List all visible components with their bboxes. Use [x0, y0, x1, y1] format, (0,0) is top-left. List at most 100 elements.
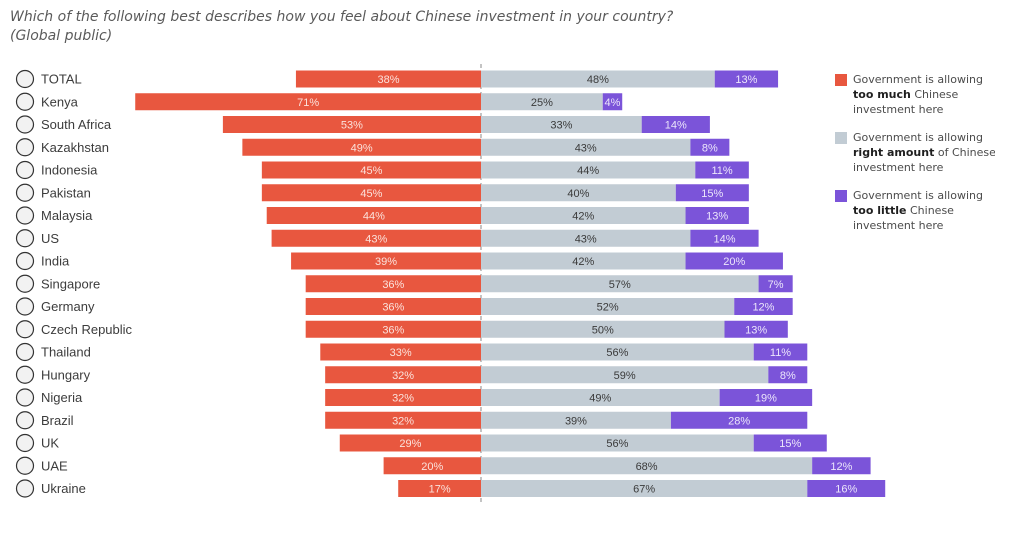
- category-label-ukraine: Ukraine: [41, 481, 86, 496]
- flag-icon-us: [15, 229, 35, 248]
- data-label-right-amount-nigeria: 49%: [589, 393, 611, 405]
- bar-too-little-kenya: [602, 93, 623, 111]
- category-label-kenya: Kenya: [41, 94, 79, 109]
- bar-too-much-singapore: [305, 275, 481, 293]
- bar-too-little-malaysia: [685, 207, 749, 224]
- bar-too-much-indonesia: [261, 161, 481, 179]
- category-label-brazil: Brazil: [41, 413, 74, 428]
- data-label-right-amount-kenya: 25%: [531, 97, 553, 109]
- bar-too-much-kenya: [135, 93, 482, 111]
- bar-too-much-pakistan: [261, 184, 481, 202]
- data-label-too-little-uk: 15%: [779, 438, 801, 450]
- data-label-too-little-czech-republic: 13%: [745, 324, 767, 336]
- bar-too-much-india: [291, 252, 481, 270]
- data-label-right-amount-germany: 52%: [597, 302, 619, 314]
- flag-icon-pakistan: [15, 183, 35, 202]
- data-label-right-amount-brazil: 39%: [565, 415, 587, 427]
- bar-right-amount-uae: [481, 457, 813, 475]
- bar-right-amount-czech-republic: [481, 320, 725, 338]
- legend-swatch-right-amount: [835, 132, 847, 144]
- category-label-singapore: Singapore: [41, 276, 100, 291]
- data-label-too-little-thailand: 11%: [770, 347, 791, 359]
- data-label-too-much-pakistan: 45%: [360, 188, 382, 200]
- data-label-too-little-nigeria: 19%: [755, 393, 777, 405]
- bar-too-much-hungary: [325, 366, 481, 384]
- data-label-too-much-ukraine: 17%: [429, 484, 451, 496]
- data-label-too-much-uk: 29%: [399, 438, 421, 450]
- bar-right-amount-us: [481, 229, 691, 247]
- legend-swatch-too-little: [835, 190, 847, 202]
- category-label-nigeria: Nigeria: [41, 390, 83, 405]
- bar-right-amount-germany: [481, 298, 735, 315]
- data-label-right-amount-total: 48%: [587, 74, 609, 86]
- data-label-too-little-brazil: 28%: [728, 415, 750, 427]
- bar-too-little-nigeria: [719, 389, 813, 406]
- data-label-right-amount-singapore: 57%: [609, 279, 631, 291]
- bar-too-much-ukraine: [398, 480, 481, 497]
- bar-too-little-pakistan: [675, 184, 749, 202]
- flag-icon-india: [15, 251, 35, 271]
- data-label-too-little-uae: 12%: [830, 461, 852, 473]
- data-label-right-amount-czech-republic: 50%: [592, 324, 614, 336]
- bar-too-much-thailand: [320, 343, 481, 361]
- flag-icon-uk: [15, 433, 35, 453]
- data-label-too-much-germany: 36%: [382, 302, 404, 314]
- bar-too-much-czech-republic: [305, 320, 481, 338]
- data-label-too-much-kenya: 71%: [297, 97, 319, 109]
- data-label-right-amount-malaysia: 42%: [572, 211, 594, 223]
- bar-too-little-germany: [734, 298, 793, 315]
- data-label-right-amount-ukraine: 67%: [633, 484, 655, 496]
- data-label-too-much-nigeria: 32%: [392, 393, 414, 405]
- data-label-too-much-brazil: 32%: [392, 415, 414, 427]
- data-label-right-amount-south-africa: 33%: [550, 120, 572, 132]
- bar-too-little-india: [685, 252, 783, 270]
- data-label-too-much-malaysia: 44%: [363, 211, 385, 223]
- flag-icon-south-africa: [15, 115, 35, 134]
- title-subtitle: (Global public): [10, 28, 113, 44]
- data-label-too-little-hungary: 8%: [780, 370, 796, 382]
- bar-right-amount-kazakhstan: [481, 138, 691, 156]
- bar-too-much-uae: [383, 457, 481, 475]
- bar-too-much-us: [271, 229, 481, 247]
- flag-icon-germany: [15, 297, 35, 316]
- data-label-right-amount-us: 43%: [575, 233, 597, 245]
- bar-too-much-germany: [305, 298, 481, 315]
- chart-title: Which of the following best describes ho…: [10, 8, 673, 46]
- bar-right-amount-kenya: [481, 93, 603, 111]
- bar-too-much-malaysia: [266, 207, 481, 224]
- category-label-uae: UAE: [41, 458, 68, 473]
- data-label-too-much-czech-republic: 36%: [382, 324, 404, 336]
- data-label-too-little-pakistan: 15%: [701, 188, 723, 200]
- data-label-right-amount-thailand: 56%: [606, 347, 628, 359]
- category-label-kazakhstan: Kazakhstan: [41, 140, 109, 155]
- title-question: Which of the following best describes ho…: [10, 9, 674, 25]
- category-label-malaysia: Malaysia: [41, 208, 93, 223]
- bar-too-little-indonesia: [695, 161, 749, 179]
- bar-right-amount-india: [481, 252, 686, 270]
- data-label-too-little-kazakhstan: 8%: [702, 142, 718, 154]
- data-label-right-amount-hungary: 59%: [614, 370, 636, 382]
- flag-icon-czech-republic: [15, 320, 35, 339]
- category-label-germany: Germany: [41, 299, 95, 314]
- flag-icon-hungary: [15, 365, 35, 384]
- data-label-too-little-kenya: 4%: [605, 97, 621, 109]
- category-label-indonesia: Indonesia: [41, 163, 98, 178]
- bar-too-little-kazakhstan: [690, 138, 730, 156]
- data-label-too-much-kazakhstan: 49%: [351, 142, 373, 154]
- bar-too-little-czech-republic: [724, 320, 788, 338]
- category-label-hungary: Hungary: [41, 367, 91, 382]
- bar-too-much-brazil: [325, 411, 481, 429]
- data-label-right-amount-pakistan: 40%: [567, 188, 589, 200]
- data-label-too-little-malaysia: 13%: [706, 211, 728, 223]
- flag-icon-malaysia: [15, 206, 35, 225]
- legend-label-too-much: Government is allowing too much Chinese …: [853, 73, 983, 116]
- data-label-too-much-singapore: 36%: [382, 279, 404, 291]
- bar-too-little-ukraine: [807, 480, 886, 497]
- bar-too-little-hungary: [768, 366, 808, 384]
- bar-too-much-uk: [339, 434, 481, 452]
- category-label-thailand: Thailand: [41, 345, 91, 360]
- data-label-too-little-indonesia: 11%: [711, 165, 732, 177]
- bar-right-amount-uk: [481, 434, 754, 452]
- flag-icon-singapore: [15, 274, 35, 293]
